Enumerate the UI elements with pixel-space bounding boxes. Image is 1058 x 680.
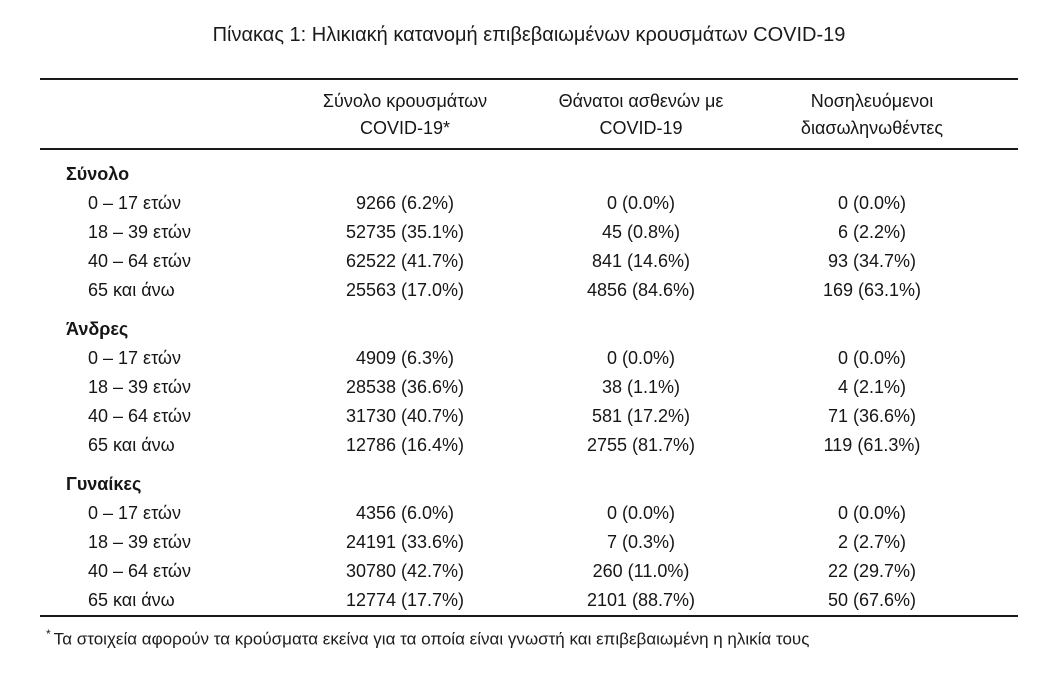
- section-label: Άνδρες: [66, 319, 129, 339]
- cases-value: 12786 (16.4%): [345, 435, 465, 455]
- intubated-value: 0 (0.0%): [837, 503, 907, 523]
- header-total-cases-line1: Σύνολο κρουσμάτων: [322, 91, 488, 111]
- intubated-value: 93 (34.7%): [827, 251, 917, 271]
- section-row-total: Σύνολο: [40, 149, 1018, 189]
- table-row: 0 – 17 ετών 4356 (6.0%) 0 (0.0%) 0 (0.0%…: [40, 499, 1018, 528]
- table-footnote: * Τα στοιχεία αφορούν τα κρούσματα εκείνα…: [40, 617, 1018, 651]
- intubated-value: 119 (61.3%): [823, 435, 921, 455]
- table-row: 40 – 64 ετών 31730 (40.7%) 581 (17.2%) 7…: [40, 402, 1018, 431]
- header-empty-cell: [40, 79, 290, 150]
- cases-value: 25563 (17.0%): [345, 280, 465, 300]
- intubated-value: 6 (2.2%): [837, 222, 907, 242]
- deaths-value: 0 (0.0%): [606, 348, 676, 368]
- section-label: Γυναίκες: [66, 474, 142, 494]
- table-row: 18 – 39 ετών 52735 (35.1%) 45 (0.8%) 6 (…: [40, 218, 1018, 247]
- section-row-men: Άνδρες: [40, 305, 1018, 344]
- cases-value: 4909 (6.3%): [355, 348, 455, 368]
- deaths-value: 0 (0.0%): [606, 503, 676, 523]
- deaths-value: 2101 (88.7%): [586, 590, 696, 610]
- intubated-value: 0 (0.0%): [837, 193, 907, 213]
- intubated-value: 0 (0.0%): [837, 348, 907, 368]
- age-label: 0 – 17 ετών: [88, 193, 181, 213]
- header-deaths: Θάνατοι ασθενών με COVID-19: [520, 79, 762, 150]
- cases-value: 12774 (17.7%): [345, 590, 465, 610]
- header-total-cases: Σύνολο κρουσμάτων COVID-19*: [290, 79, 520, 150]
- deaths-value: 841 (14.6%): [591, 251, 691, 271]
- cases-value: 9266 (6.2%): [355, 193, 455, 213]
- intubated-value: 169 (63.1%): [822, 280, 922, 300]
- section-label: Σύνολο: [66, 164, 130, 184]
- intubated-value: 50 (67.6%): [827, 590, 917, 610]
- table-row: 65 και άνω 12786 (16.4%) 2755 (81.7%) 11…: [40, 431, 1018, 460]
- intubated-value: 4 (2.1%): [837, 377, 907, 397]
- header-total-cases-line2: COVID-19*: [359, 118, 451, 138]
- data-table: Σύνολο κρουσμάτων COVID-19* Θάνατοι ασθε…: [40, 78, 1018, 617]
- header-intubated-line1: Νοσηλευόμενοι: [810, 91, 934, 111]
- cases-value: 52735 (35.1%): [345, 222, 465, 242]
- cases-value: 30780 (42.7%): [345, 561, 465, 581]
- age-label: 40 – 64 ετών: [88, 561, 191, 581]
- table-row: 65 και άνω 25563 (17.0%) 4856 (84.6%) 16…: [40, 276, 1018, 305]
- table-row: 65 και άνω 12774 (17.7%) 2101 (88.7%) 50…: [40, 586, 1018, 616]
- cases-value: 28538 (36.6%): [345, 377, 465, 397]
- age-label: 0 – 17 ετών: [88, 503, 181, 523]
- deaths-value: 581 (17.2%): [591, 406, 691, 426]
- header-deaths-line1: Θάνατοι ασθενών με: [558, 91, 724, 111]
- age-label: 40 – 64 ετών: [88, 251, 191, 271]
- age-label: 65 και άνω: [88, 590, 175, 610]
- age-label: 18 – 39 ετών: [88, 222, 191, 242]
- age-label: 18 – 39 ετών: [88, 532, 191, 552]
- table-row: 40 – 64 ετών 62522 (41.7%) 841 (14.6%) 9…: [40, 247, 1018, 276]
- footnote-text: Τα στοιχεία αφορούν τα κρούσματα εκείνα …: [53, 629, 810, 649]
- table-row: 40 – 64 ετών 30780 (42.7%) 260 (11.0%) 2…: [40, 557, 1018, 586]
- deaths-value: 0 (0.0%): [606, 193, 676, 213]
- deaths-value: 38 (1.1%): [601, 377, 681, 397]
- cases-value: 62522 (41.7%): [345, 251, 465, 271]
- age-label: 65 και άνω: [88, 280, 175, 300]
- deaths-value: 2755 (81.7%): [586, 435, 696, 455]
- deaths-value: 260 (11.0%): [592, 561, 690, 581]
- footnote-asterisk: *: [46, 627, 51, 641]
- age-label: 65 και άνω: [88, 435, 175, 455]
- intubated-value: 2 (2.7%): [837, 532, 907, 552]
- header-intubated-line2: διασωληνωθέντες: [800, 118, 944, 138]
- intubated-value: 71 (36.6%): [827, 406, 917, 426]
- deaths-value: 4856 (84.6%): [586, 280, 696, 300]
- deaths-value: 7 (0.3%): [606, 532, 676, 552]
- table-row: 18 – 39 ετών 24191 (33.6%) 7 (0.3%) 2 (2…: [40, 528, 1018, 557]
- header-row: Σύνολο κρουσμάτων COVID-19* Θάνατοι ασθε…: [40, 79, 1018, 150]
- cases-value: 4356 (6.0%): [355, 503, 455, 523]
- age-label: 18 – 39 ετών: [88, 377, 191, 397]
- cases-value: 24191 (33.6%): [345, 532, 465, 552]
- cases-value: 31730 (40.7%): [345, 406, 465, 426]
- age-label: 0 – 17 ετών: [88, 348, 181, 368]
- covid-age-distribution-table: Σύνολο κρουσμάτων COVID-19* Θάνατοι ασθε…: [40, 78, 1018, 651]
- table-row: 18 – 39 ετών 28538 (36.6%) 38 (1.1%) 4 (…: [40, 373, 1018, 402]
- header-deaths-line2: COVID-19: [599, 118, 683, 138]
- section-row-women: Γυναίκες: [40, 460, 1018, 499]
- age-label: 40 – 64 ετών: [88, 406, 191, 426]
- header-intubated: Νοσηλευόμενοι διασωληνωθέντες: [762, 79, 1018, 150]
- table-title: Πίνακας 1: Ηλικιακή κατανομή επιβεβαιωμέ…: [212, 24, 846, 46]
- deaths-value: 45 (0.8%): [601, 222, 681, 242]
- table-row: 0 – 17 ετών 9266 (6.2%) 0 (0.0%) 0 (0.0%…: [40, 189, 1018, 218]
- table-row: 0 – 17 ετών 4909 (6.3%) 0 (0.0%) 0 (0.0%…: [40, 344, 1018, 373]
- intubated-value: 22 (29.7%): [827, 561, 917, 581]
